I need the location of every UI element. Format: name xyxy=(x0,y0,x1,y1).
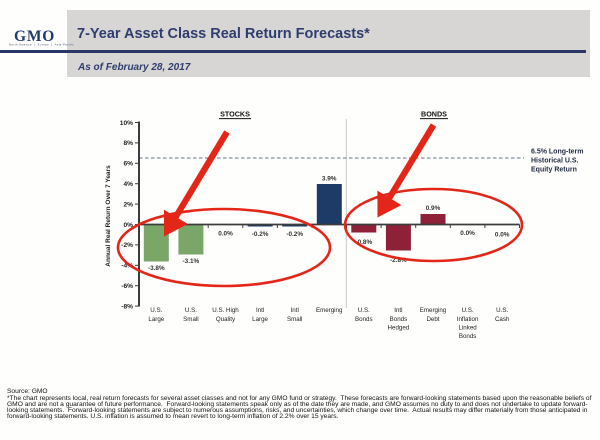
svg-text:U.S.: U.S. xyxy=(185,307,197,314)
svg-text:-3.1%: -3.1% xyxy=(183,258,200,265)
svg-text:-0.2%: -0.2% xyxy=(286,231,303,238)
svg-text:0.9%: 0.9% xyxy=(426,205,441,212)
svg-text:10%: 10% xyxy=(120,120,133,127)
svg-text:Large: Large xyxy=(252,316,268,323)
svg-text:Equity Return: Equity Return xyxy=(531,167,577,174)
svg-text:U.S.: U.S. xyxy=(358,307,370,314)
svg-text:U.S.: U.S. xyxy=(150,307,162,314)
svg-text:0.0%: 0.0% xyxy=(218,230,233,237)
svg-text:8%: 8% xyxy=(123,140,133,147)
svg-text:6%: 6% xyxy=(123,161,133,168)
svg-text:-2.8%: -2.8% xyxy=(390,257,407,264)
svg-text:Emerging: Emerging xyxy=(316,307,343,314)
svg-text:Hedged: Hedged xyxy=(388,324,410,331)
svg-text:-6%: -6% xyxy=(121,283,133,290)
svg-text:Annual Real Return Over 7 Year: Annual Real Return Over 7 Years xyxy=(105,165,112,267)
svg-text:U.S.: U.S. xyxy=(462,307,474,314)
svg-text:3.9%: 3.9% xyxy=(322,175,337,182)
svg-text:-8%: -8% xyxy=(121,303,133,310)
svg-text:Intl: Intl xyxy=(394,307,402,314)
svg-text:Intl: Intl xyxy=(256,307,264,314)
svg-text:Bonds: Bonds xyxy=(355,316,373,323)
svg-text:-2%: -2% xyxy=(121,242,133,249)
svg-text:Bonds: Bonds xyxy=(459,333,477,340)
svg-text:0.0%: 0.0% xyxy=(460,230,475,237)
svg-text:Inflation: Inflation xyxy=(457,316,479,323)
svg-text:BONDS: BONDS xyxy=(421,110,447,119)
svg-text:4%: 4% xyxy=(123,181,133,188)
svg-text:0.0%: 0.0% xyxy=(495,231,510,238)
svg-text:-0.2%: -0.2% xyxy=(252,231,269,238)
svg-text:U.S. High: U.S. High xyxy=(212,307,239,314)
svg-text:Historical U.S.: Historical U.S. xyxy=(531,158,579,165)
svg-text:2%: 2% xyxy=(123,201,133,208)
svg-text:U.S.: U.S. xyxy=(496,307,508,314)
svg-text:-3.8%: -3.8% xyxy=(148,265,165,272)
svg-text:Linked: Linked xyxy=(458,324,477,331)
svg-text:Emerging: Emerging xyxy=(420,307,447,314)
svg-text:0%: 0% xyxy=(123,222,133,229)
svg-text:Cash: Cash xyxy=(495,316,510,323)
svg-text:-0.8%: -0.8% xyxy=(355,239,372,246)
svg-text:Bonds: Bonds xyxy=(390,316,408,323)
svg-text:Large: Large xyxy=(148,316,164,323)
svg-text:STOCKS: STOCKS xyxy=(220,110,250,119)
svg-text:6.5% Long-term: 6.5% Long-term xyxy=(531,149,584,156)
svg-text:Debt: Debt xyxy=(426,316,439,323)
svg-text:Intl: Intl xyxy=(291,307,299,314)
svg-text:Small: Small xyxy=(287,316,302,323)
svg-text:-4%: -4% xyxy=(121,263,133,270)
svg-text:Small: Small xyxy=(183,316,198,323)
svg-text:Quality: Quality xyxy=(216,316,236,323)
